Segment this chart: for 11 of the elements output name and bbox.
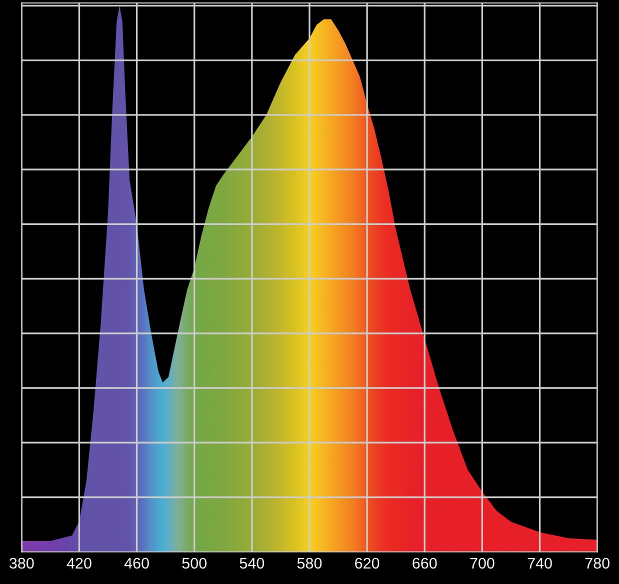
x-tick-label: 740 (528, 558, 552, 569)
x-tick-label: 660 (412, 558, 437, 569)
x-tick-label: 540 (240, 558, 264, 569)
x-tick-label: 500 (182, 558, 207, 569)
x-tick-label: 580 (297, 558, 322, 569)
x-tick-label: 700 (470, 558, 494, 569)
x-tick-label: 460 (124, 558, 149, 569)
x-tick-label: 620 (355, 558, 380, 569)
x-tick-label: 420 (66, 558, 92, 569)
x-tick-label: 780 (585, 558, 610, 569)
x-tick-label: 380 (10, 558, 34, 569)
